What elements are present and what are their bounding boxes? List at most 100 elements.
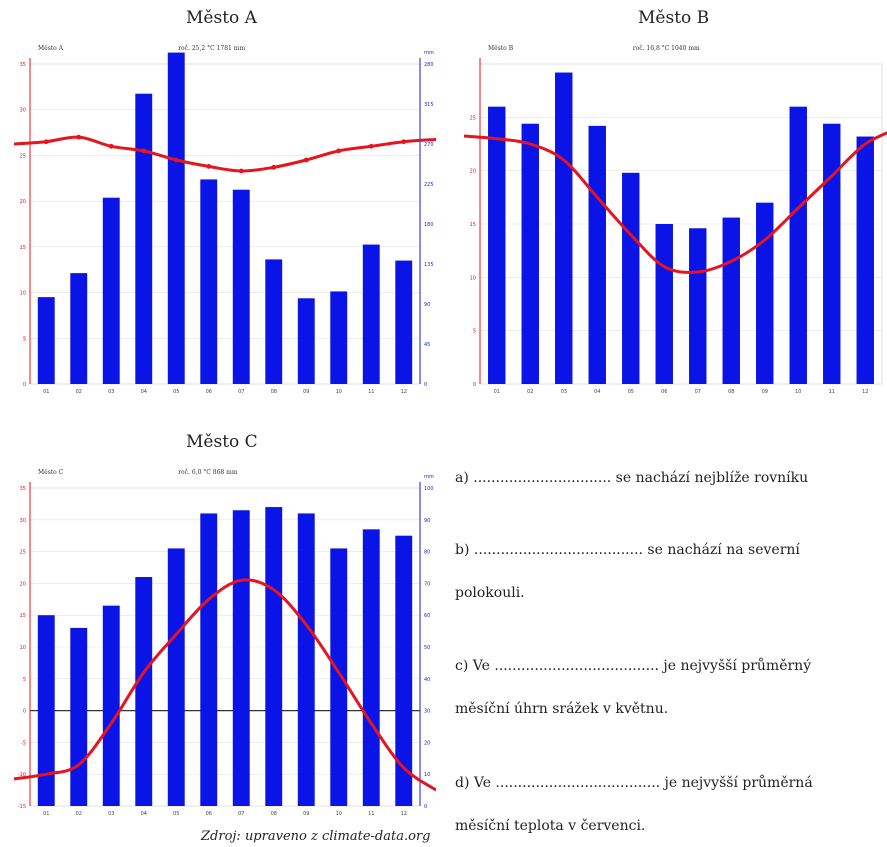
x-tick-label: 01 — [43, 811, 49, 817]
precip-bar — [265, 259, 283, 384]
x-tick-label: 04 — [594, 389, 600, 395]
temperature-point — [401, 139, 407, 145]
temperature-point — [303, 157, 309, 163]
left-tick-label: 20 — [470, 169, 476, 175]
precip-bar — [102, 197, 120, 384]
x-tick-label: 10 — [336, 811, 342, 817]
x-tick-label: 12 — [862, 389, 868, 395]
precip-bar — [70, 627, 88, 806]
x-tick-label: 12 — [401, 389, 407, 395]
temperature-point — [368, 143, 374, 149]
precip-bar — [689, 228, 707, 384]
temperature-point — [206, 164, 212, 169]
temperature-point — [336, 148, 342, 154]
precip-bar — [756, 202, 774, 384]
precip-bar — [395, 535, 413, 806]
precip-bar — [362, 244, 380, 384]
right-tick-label: 50 — [424, 645, 430, 651]
precip-bar — [200, 179, 218, 384]
left-tick-label: -15 — [18, 804, 26, 810]
question-c-line2: měsíční úhrn srážek v květnu. — [455, 701, 669, 717]
x-tick-label: 01 — [494, 389, 500, 395]
precip-bar — [297, 298, 315, 384]
precip-bar — [135, 93, 153, 384]
precip-bar — [297, 513, 315, 806]
left-tick-label: 5 — [23, 336, 26, 342]
left-tick-label: 30 — [20, 518, 26, 524]
x-tick-label: 02 — [527, 389, 533, 395]
x-tick-label: 08 — [271, 389, 277, 395]
precip-bar — [37, 615, 55, 806]
temperature-line — [464, 131, 887, 274]
left-tick-label: 35 — [20, 62, 26, 68]
questions-panel: a) ............................... se na… — [455, 468, 887, 838]
chart-header-name: Město C — [38, 469, 64, 476]
right-unit-label: mm — [424, 50, 434, 56]
precip-bar — [622, 172, 640, 384]
right-tick-label: 90 — [424, 518, 430, 524]
precip-bar — [555, 72, 573, 385]
x-tick-label: 11 — [368, 389, 374, 395]
x-tick-label: 08 — [271, 811, 277, 817]
precip-bar — [37, 297, 55, 384]
temperature-point — [43, 139, 49, 145]
precip-bar — [102, 605, 120, 806]
right-tick-label: 60 — [424, 613, 430, 619]
temperature-line — [14, 135, 436, 173]
left-tick-label: 15 — [470, 222, 476, 228]
right-tick-label: 20 — [424, 740, 430, 746]
x-tick-label: 07 — [695, 389, 701, 395]
question-c-line1: c) Ve ..................................… — [455, 658, 812, 674]
question-d-line2: měsíční teplota v červenci. — [455, 818, 646, 834]
precip-bar — [588, 125, 606, 384]
x-tick-label: 07 — [238, 389, 244, 395]
source-credit: Zdroj: upraveno z climate-data.org — [201, 829, 431, 844]
precip-bar — [330, 291, 348, 384]
right-tick-label: 180 — [424, 222, 434, 228]
plot-frame — [29, 63, 421, 385]
precip-bar — [722, 217, 740, 384]
x-tick-label: 05 — [628, 389, 634, 395]
left-tick-label: 15 — [20, 245, 26, 251]
left-tick-label: 10 — [20, 645, 26, 651]
left-tick-label: 25 — [470, 115, 476, 121]
right-tick-label: 45 — [424, 342, 430, 348]
temperature-point — [76, 134, 82, 140]
climate-chart-a: 35 30 25 20 15 10 5 0 280 315 270 225 180 135 90 45 0 mm M… — [14, 45, 436, 395]
x-tick-label: 07 — [238, 811, 244, 817]
left-tick-label: 25 — [20, 153, 26, 159]
left-tick-label: 30 — [20, 108, 26, 114]
question-d-line1: d) Ve ..................................… — [455, 775, 813, 791]
precip-bar — [200, 513, 218, 806]
temperature-point — [271, 164, 277, 170]
precip-bar — [823, 123, 841, 384]
left-tick-label: 35 — [20, 486, 26, 492]
right-tick-label: 280 — [424, 62, 434, 68]
left-tick-label: 0 — [23, 382, 26, 388]
precip-bar — [232, 510, 250, 806]
temperature-point — [108, 143, 114, 149]
right-tick-label: 80 — [424, 550, 430, 556]
right-tick-label: 0 — [424, 382, 427, 388]
right-tick-label: 100 — [424, 486, 434, 492]
right-tick-label: 0 — [424, 804, 427, 810]
x-tick-label: 12 — [401, 811, 407, 817]
question-a: a) ............................... se na… — [455, 470, 809, 486]
chart-header-name: Město B — [488, 45, 514, 52]
temperature-point — [141, 148, 147, 154]
left-tick-label: 5 — [23, 677, 26, 683]
left-tick-label: -10 — [18, 772, 26, 778]
temperature-point — [173, 157, 179, 163]
x-tick-label: 11 — [829, 389, 835, 395]
x-tick-label: 04 — [141, 811, 147, 817]
temperature-point — [238, 168, 244, 174]
x-tick-label: 09 — [762, 389, 768, 395]
x-tick-label: 10 — [336, 389, 342, 395]
right-tick-label: 225 — [424, 182, 434, 188]
chart-header-stats: roč. 25,2 °C 1781 mm — [178, 45, 245, 52]
x-tick-label: 01 — [43, 389, 49, 395]
question-b-line2: polokouli. — [455, 585, 525, 601]
right-tick-label: 135 — [424, 262, 434, 268]
x-tick-label: 04 — [141, 389, 147, 395]
precip-bar — [265, 507, 283, 806]
